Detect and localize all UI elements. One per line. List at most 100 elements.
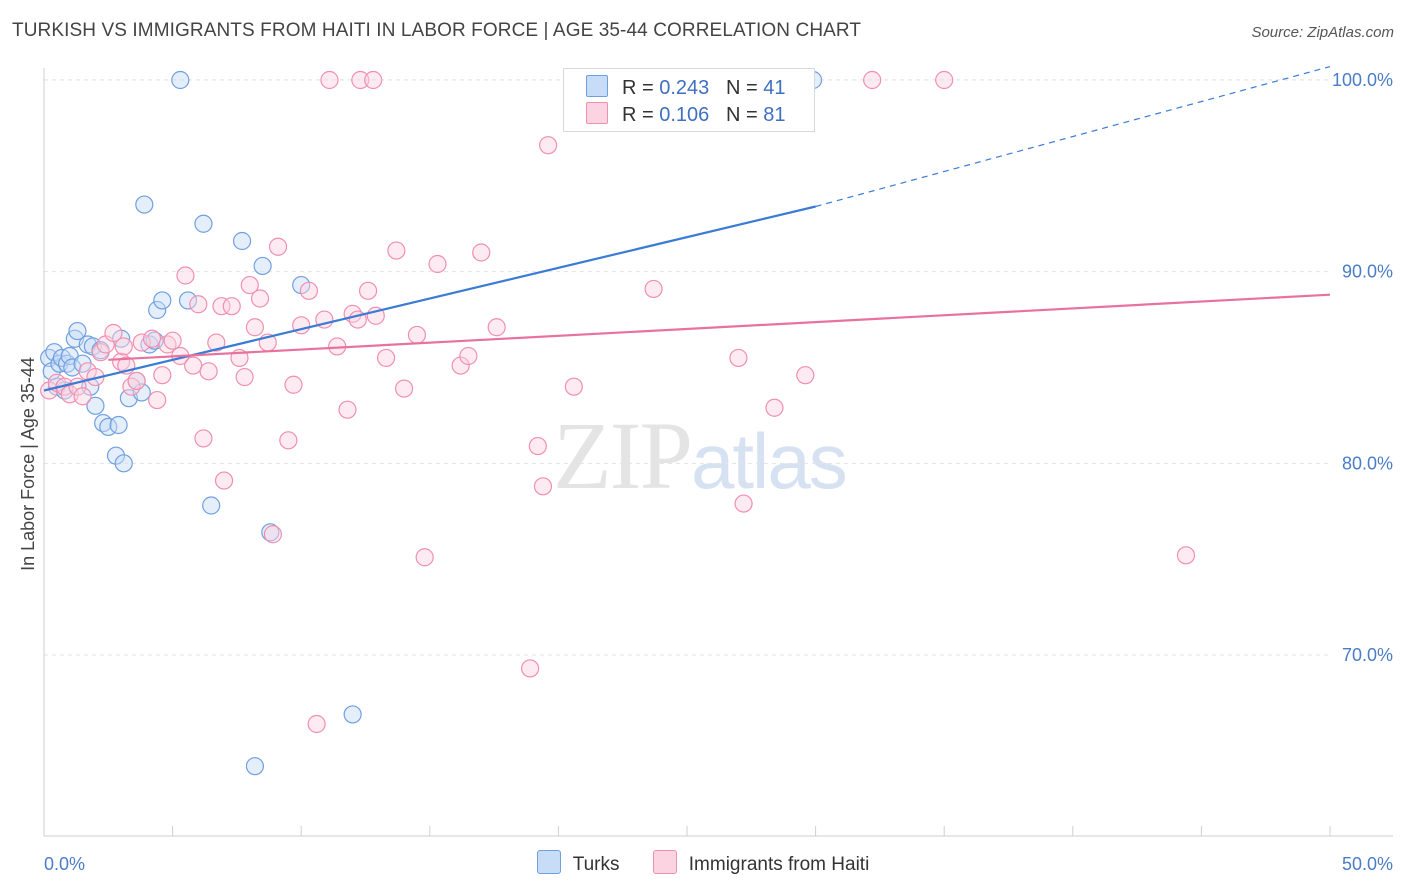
haiti-point (415, 548, 434, 567)
haiti-point (796, 366, 815, 385)
haiti-point (189, 295, 208, 314)
haiti-point (1176, 546, 1196, 565)
haiti-point (307, 714, 326, 734)
haiti-point (279, 431, 298, 450)
turks-point (148, 300, 167, 320)
haiti-point (376, 348, 396, 368)
haiti-point (472, 243, 491, 262)
turks-point (68, 321, 87, 341)
haiti-point (564, 377, 583, 396)
haiti-point (235, 367, 254, 387)
turks-point (343, 705, 362, 724)
turks-point (253, 256, 272, 276)
grid (44, 79, 1330, 656)
haiti-point (765, 398, 784, 417)
haiti-point (533, 477, 553, 496)
axes (43, 68, 1393, 837)
series-legend: Turks Immigrants from Haiti (0, 850, 1406, 876)
haiti-point (364, 70, 383, 90)
haiti-point (212, 297, 231, 316)
haiti-point (268, 237, 288, 256)
haiti-n-value: 81 (763, 104, 786, 126)
watermark-zip: ZIP (553, 402, 693, 509)
haiti-point (104, 323, 123, 343)
y-tick-label: 90.0% (1342, 262, 1393, 282)
legend-item-turks: Turks (536, 850, 620, 876)
turks-n-label: N = (725, 77, 758, 99)
haiti-point (163, 331, 182, 350)
haiti-point (451, 356, 470, 375)
legend-turks-swatch (536, 850, 561, 874)
turks-point (109, 415, 128, 435)
haiti-point (299, 281, 319, 300)
stats-legend-row-turks: R = 0.243 N = 41 (586, 75, 785, 101)
turks-point (86, 396, 105, 415)
y-axis-label: In Labor Force | Age 35-44 (18, 357, 38, 571)
haiti-point (142, 329, 162, 348)
haiti-point (394, 379, 414, 398)
turks-point (202, 496, 221, 515)
series-haiti (40, 70, 1196, 734)
haiti-point (214, 471, 234, 490)
turks-point (132, 383, 151, 402)
turks-point (194, 214, 213, 233)
turks-r-value: 0.243 (659, 77, 710, 99)
x-tick-label-min: 0.0% (44, 854, 85, 874)
stats-legend-row-haiti: R = 0.106 N = 81 (586, 102, 785, 128)
turks-trend-extension (815, 66, 1331, 208)
y-tick-label: 70.0% (1342, 645, 1393, 665)
haiti-point (528, 436, 547, 456)
haiti-point (127, 371, 146, 391)
haiti-point (320, 70, 339, 90)
y-tick-label: 80.0% (1342, 453, 1393, 473)
turks-point (114, 454, 133, 473)
turks-trend-line (43, 205, 816, 392)
legend-haiti-label: Immigrants from Haiti (688, 854, 870, 875)
haiti-trend-line (108, 293, 1331, 361)
turks-r-label: R = (622, 77, 654, 99)
turks-point (232, 231, 252, 251)
stats-legend: R = 0.243 N = 41 R = 0.106 N = 81 (563, 68, 815, 132)
haiti-point (459, 346, 478, 366)
haiti-point (250, 289, 270, 308)
turks-point (40, 348, 59, 368)
legend-item-haiti: Immigrants from Haiti (652, 850, 870, 876)
y-tick-label: 100.0% (1332, 70, 1393, 90)
haiti-point (73, 387, 92, 406)
haiti-point (245, 318, 265, 337)
turks-point (245, 757, 265, 776)
haiti-point (153, 366, 172, 385)
haiti-point (184, 356, 203, 375)
haiti-point (222, 297, 241, 316)
turks-n-value: 41 (763, 77, 786, 99)
haiti-point (428, 254, 447, 274)
haiti-r-value: 0.106 (659, 104, 710, 126)
chart-title: TURKISH VS IMMIGRANTS FROM HAITI IN LABO… (12, 20, 862, 41)
haiti-swatch (586, 102, 608, 124)
haiti-point (539, 136, 558, 155)
trend-lines (43, 66, 1331, 392)
haiti-point (207, 333, 226, 352)
turks-point (171, 70, 190, 90)
haiti-n-label: N = (725, 104, 758, 126)
turks-point (106, 446, 126, 465)
haiti-point (487, 318, 506, 337)
haiti-point (176, 266, 195, 285)
haiti-point (407, 325, 427, 345)
x-tick-label-max: 50.0% (1342, 854, 1393, 874)
source-credit: Source: ZipAtlas.com (1251, 24, 1394, 41)
haiti-point (132, 333, 151, 352)
tick-labels: 100.0% 90.0% 80.0% 70.0% 0.0% 50.0% In Labor F… (18, 70, 1393, 874)
legend-turks-label: Turks (572, 854, 620, 875)
haiti-point (114, 337, 133, 356)
legend-haiti-swatch (652, 850, 677, 874)
haiti-point (935, 70, 954, 90)
haiti-point (284, 375, 303, 394)
haiti-point (351, 70, 370, 90)
haiti-point (358, 281, 378, 300)
turks-point (153, 291, 172, 310)
haiti-point (521, 659, 540, 678)
turks-swatch (586, 75, 608, 97)
series-turks (40, 70, 823, 776)
